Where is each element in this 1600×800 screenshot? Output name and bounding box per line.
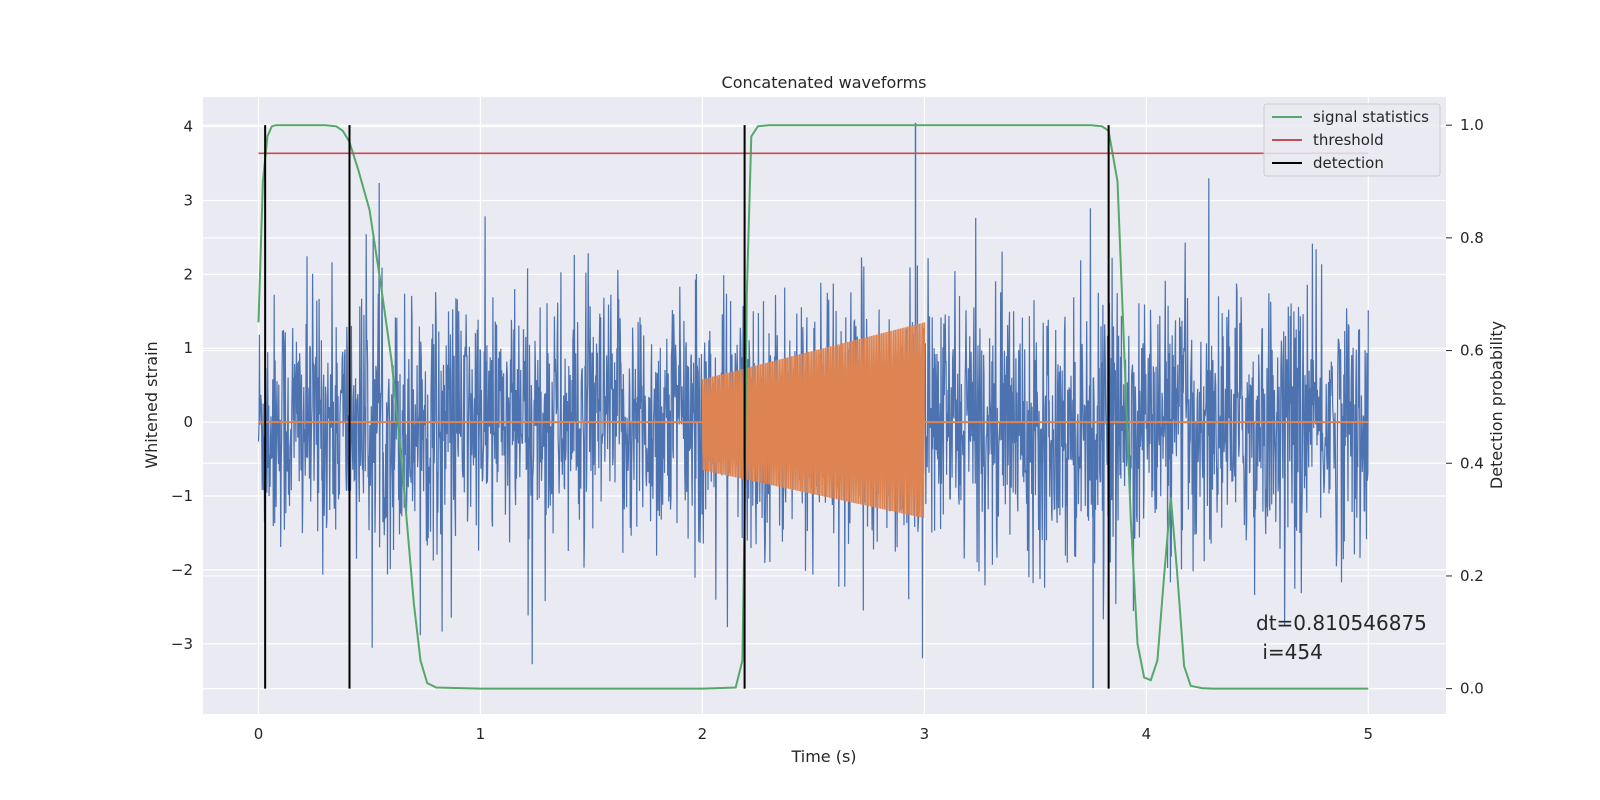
- x-tick-label: 3: [920, 725, 930, 743]
- y-tick-label: 2: [183, 265, 193, 283]
- y-right-tick-label: 0.4: [1460, 454, 1484, 472]
- y-right-tick-label: 1.0: [1460, 116, 1484, 134]
- tick-labels: 0 1 2 3 4 5 −3 −2 −1 0 1 2 3 4 0.0 0.2 0.4 0.6 0.8 1.0: [171, 116, 1484, 743]
- legend-box: [1263, 103, 1441, 177]
- chart-title: Concatenated waveforms: [722, 73, 927, 92]
- y-tick-label: −3: [171, 635, 193, 653]
- y-axis-title: Whitened strain: [142, 341, 161, 468]
- probability-overlay: [257, 124, 1369, 690]
- legend-label-detection: detection: [1313, 154, 1384, 172]
- x-tick-label: 2: [698, 725, 708, 743]
- x-axis-title: Time (s): [790, 747, 856, 766]
- y-tick-label: 1: [183, 339, 193, 357]
- annotation-dt: dt=0.810546875: [1256, 611, 1427, 635]
- x-tick-label: 1: [476, 725, 486, 743]
- signal-statistics-line: [257, 124, 1369, 690]
- annotation-index: i=454: [1256, 640, 1323, 664]
- legend-label-signal-statistics: signal statistics: [1313, 108, 1429, 126]
- injected-signal-series: [258, 322, 1369, 519]
- y-tick-label: 3: [183, 191, 193, 209]
- y-right-tick-label: 0.6: [1460, 342, 1484, 360]
- x-tick-label: 4: [1142, 725, 1152, 743]
- y-right-tick-label: 0.2: [1460, 567, 1484, 585]
- injected-signal-line: [701, 322, 926, 519]
- y-tick-label: −1: [171, 487, 193, 505]
- y-tick-label: −2: [171, 561, 193, 579]
- y-tick-label: 4: [183, 118, 193, 136]
- y-tick-label: 0: [183, 413, 193, 431]
- y-right-tick-label: 0.8: [1460, 229, 1484, 247]
- y-right-tick-label: 0.0: [1460, 680, 1484, 698]
- x-tick-label: 5: [1364, 725, 1374, 743]
- legend-label-threshold: threshold: [1313, 131, 1384, 149]
- legend: signal statistics threshold detection: [1263, 103, 1441, 177]
- y-axis-right-title: Detection probability: [1487, 321, 1506, 489]
- x-tick-label: 0: [254, 725, 264, 743]
